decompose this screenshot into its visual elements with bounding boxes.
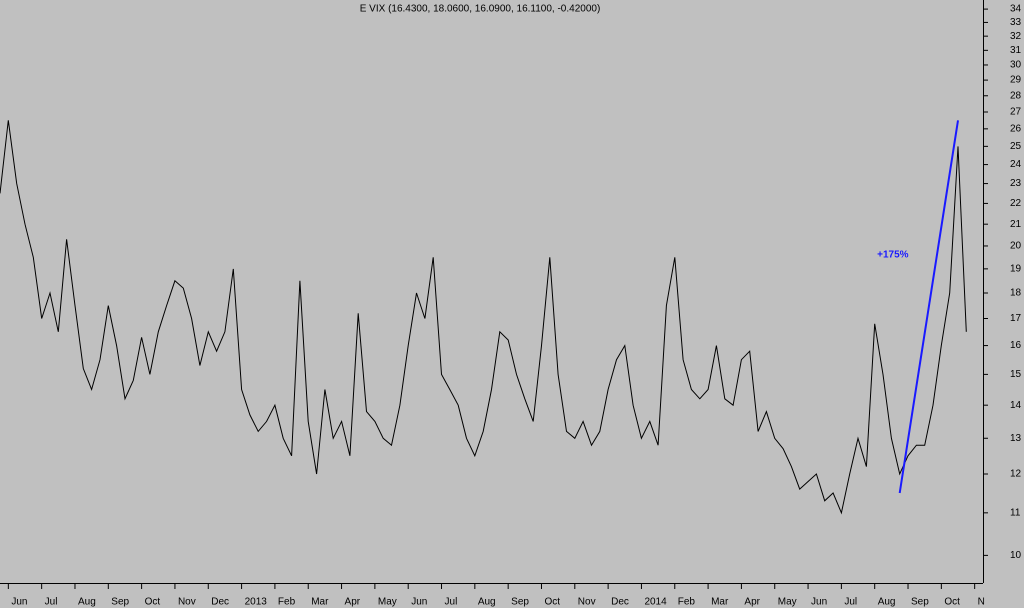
y-tick-label: 16 [1010,340,1022,351]
trend-label: +175% [877,250,909,261]
y-tick-label: 30 [1010,60,1022,71]
chart-title: E VIX (16.4300, 18.0600, 16.0900, 16.110… [360,4,601,15]
x-tick-label: Apr [744,597,760,608]
x-tick-label: Nov [578,597,596,608]
y-tick-label: 11 [1010,507,1021,518]
x-tick-label: Oct [145,597,161,608]
x-tick-label: Aug [78,597,96,608]
x-tick-label: Dec [611,597,629,608]
y-tick-label: 24 [1010,159,1022,170]
x-tick-label: Oct [944,597,960,608]
x-tick-label: Jul [844,597,857,608]
y-tick-label: 12 [1010,469,1022,480]
x-tick-label: Feb [278,597,296,608]
x-tick-label: Apr [345,597,361,608]
x-tick-label: Oct [544,597,560,608]
x-tick-label: Jul [45,597,58,608]
x-tick-label: Jul [445,597,458,608]
y-tick-label: 21 [1010,219,1022,230]
y-tick-label: 26 [1010,123,1022,134]
x-tick-label: Mar [711,597,729,608]
y-tick-label: 13 [1010,433,1022,444]
x-tick-label: Aug [478,597,496,608]
x-tick-label: Sep [111,597,129,608]
y-tick-label: 20 [1010,241,1022,252]
x-tick-label: 2014 [644,597,667,608]
x-tick-label: Mar [311,597,329,608]
x-tick-label: May [778,597,797,608]
x-tick-label: Aug [878,597,896,608]
x-tick-label: Feb [678,597,696,608]
x-tick-label: May [378,597,397,608]
y-tick-label: 15 [1010,369,1022,380]
y-tick-label: 28 [1010,90,1022,101]
x-tick-label: Sep [911,597,929,608]
x-tick-label: Jun [11,597,27,608]
y-tick-label: 14 [1010,400,1022,411]
x-tick-label: Sep [511,597,529,608]
y-tick-label: 17 [1010,313,1022,324]
x-tick-label: Nov [178,597,196,608]
x-tick-label: 2013 [245,597,268,608]
x-tick-label: Jun [411,597,427,608]
y-tick-label: 31 [1010,45,1022,56]
y-tick-label: 33 [1010,17,1022,28]
y-tick-label: 29 [1010,75,1022,86]
y-tick-label: 34 [1010,4,1022,15]
vix-line [0,120,967,515]
y-tick-label: 25 [1010,141,1022,152]
x-tick-label: Dec [211,597,229,608]
x-tick-label: Jun [811,597,827,608]
y-tick-label: 27 [1010,107,1022,118]
trend-line [898,120,959,494]
y-tick-label: 19 [1010,264,1022,275]
y-tick-label: 22 [1010,198,1022,209]
y-tick-label: 10 [1010,550,1022,561]
y-tick-label: 23 [1010,178,1022,189]
y-tick-label: 18 [1010,288,1022,299]
y-tick-label: 32 [1010,31,1022,42]
x-tick-label: N [978,597,985,608]
